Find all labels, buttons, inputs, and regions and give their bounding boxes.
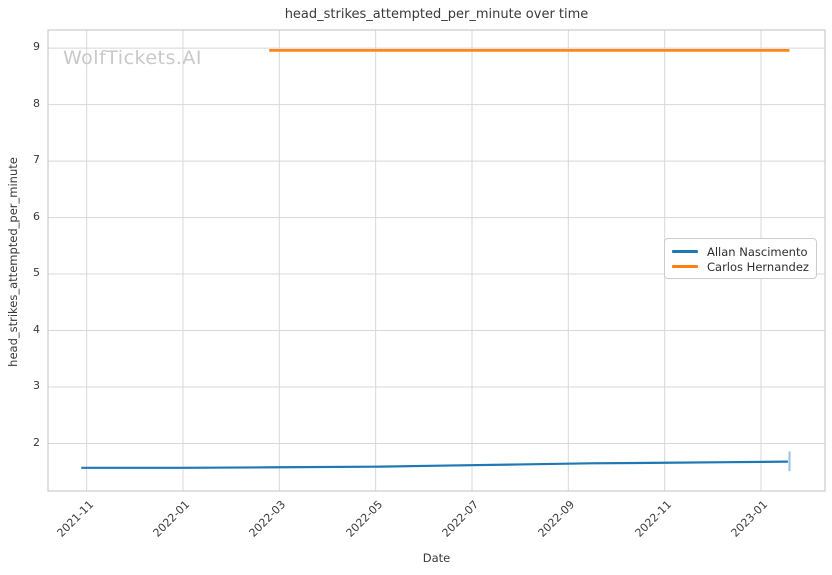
x-axis-label: Date bbox=[422, 551, 451, 565]
legend-item-allan-nascimento: Allan Nascimento bbox=[672, 244, 808, 259]
y-tick-label: 2 bbox=[33, 435, 40, 449]
legend-label: Carlos Hernandez bbox=[707, 259, 809, 274]
series-line-allan-nascimento bbox=[81, 460, 788, 469]
chart-title: head_strikes_attempted_per_minute over t… bbox=[284, 7, 589, 22]
y-tick-label: 4 bbox=[33, 322, 40, 336]
y-tick-label: 6 bbox=[33, 209, 40, 223]
legend: Allan Nascimento Carlos Hernandez bbox=[664, 238, 817, 279]
legend-item-carlos-hernandez: Carlos Hernandez bbox=[672, 259, 809, 274]
y-tick-label: 3 bbox=[33, 379, 40, 393]
legend-line-sample-blue bbox=[672, 250, 698, 253]
watermark: WolfTickets.AI bbox=[63, 47, 203, 69]
y-tick-label: 9 bbox=[33, 40, 40, 54]
y-tick-label: 7 bbox=[33, 153, 40, 167]
y-tick-label: 8 bbox=[33, 96, 40, 110]
y-tick-label: 5 bbox=[33, 266, 40, 280]
y-axis-label: head_strikes_attempted_per_minute bbox=[6, 157, 20, 367]
legend-label: Allan Nascimento bbox=[707, 244, 808, 259]
legend-line-sample-orange bbox=[672, 265, 698, 268]
